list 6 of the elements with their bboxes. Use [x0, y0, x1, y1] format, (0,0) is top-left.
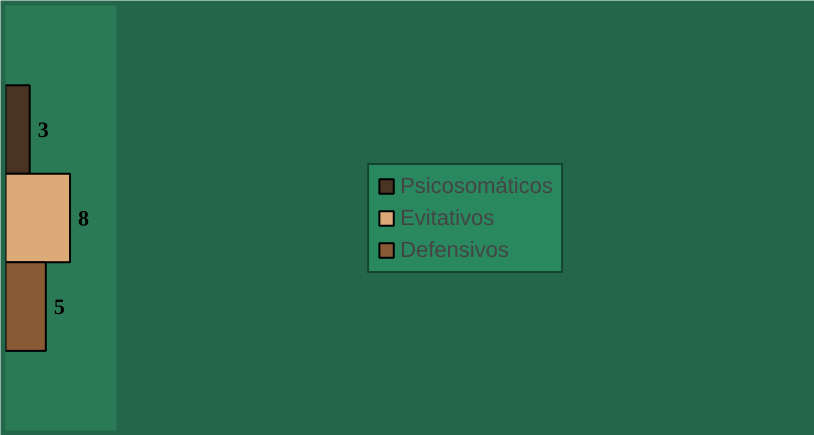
legend-label: Psicosomáticos	[400, 172, 553, 198]
data-label: 5	[54, 294, 65, 320]
data-label: 8	[78, 206, 90, 230]
legend-label: Defensivos	[400, 236, 509, 262]
legend-label: Evitativos	[400, 204, 494, 230]
data-label: 3	[38, 116, 49, 142]
